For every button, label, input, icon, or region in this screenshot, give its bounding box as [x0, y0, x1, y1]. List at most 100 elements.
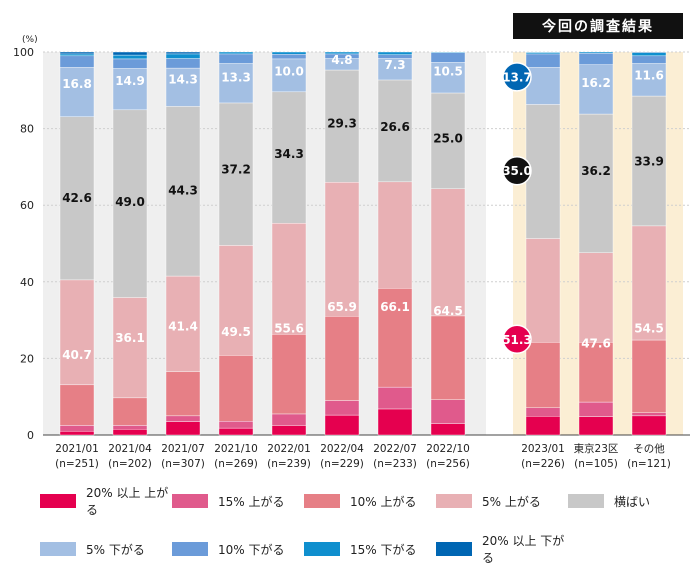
- data-label: 14.3: [168, 72, 198, 86]
- legend-swatch: [172, 494, 208, 508]
- bar-segment: [378, 387, 412, 409]
- legend-swatch: [172, 542, 208, 556]
- data-label: 35.0: [502, 164, 532, 178]
- x-tick-sample-size: (n=256): [426, 458, 470, 470]
- legend-label: 20% 以上 上がる: [86, 484, 172, 518]
- legend-swatch: [568, 494, 604, 508]
- legend-swatch: [40, 542, 76, 556]
- bar-segment: [632, 56, 666, 64]
- bar-segment: [272, 52, 306, 54]
- data-label: 13.3: [221, 70, 251, 84]
- x-tick-label: 2022/01: [267, 443, 311, 455]
- bar-segment: [272, 334, 306, 414]
- bar-segment: [113, 429, 147, 435]
- bar-segment: [166, 52, 200, 54]
- x-tick-sample-size: (n=121): [627, 458, 671, 470]
- data-label: 47.6: [581, 337, 611, 351]
- bar-segment: [431, 52, 465, 53]
- data-label: 40.7: [62, 348, 92, 362]
- data-label: 49.0: [115, 195, 145, 209]
- data-label: 10.0: [274, 65, 304, 79]
- bar-segment: [219, 54, 253, 64]
- bar-segment: [113, 55, 147, 59]
- history-panel-bg: [43, 52, 486, 435]
- data-label: 29.3: [327, 116, 357, 130]
- data-label: 25.0: [433, 132, 463, 146]
- data-label: 37.2: [221, 162, 251, 176]
- x-tick-label: 2022/10: [426, 443, 470, 455]
- bar-segment: [60, 54, 94, 56]
- highlight-title: 今回の調査結果: [541, 18, 654, 35]
- data-label: 42.6: [62, 191, 92, 205]
- bar-segment: [632, 413, 666, 416]
- y-tick-label: 20: [20, 352, 34, 365]
- data-label: 11.6: [634, 68, 664, 82]
- legend-item: 20% 以上 上がる: [40, 484, 172, 518]
- x-tick-sample-size: (n=202): [108, 458, 152, 470]
- bar-segment: [632, 52, 666, 53]
- legend-label: 5% 下がる: [86, 541, 145, 558]
- bar-segment: [60, 425, 94, 431]
- data-label: 26.6: [380, 120, 410, 134]
- bar-segment: [113, 52, 147, 55]
- legend-swatch: [304, 494, 340, 508]
- bar-segment: [272, 414, 306, 425]
- x-tick-label: 東京23区: [574, 442, 619, 455]
- x-tick-label: 2021/01: [55, 443, 99, 455]
- data-label: 13.7: [502, 70, 532, 84]
- legend-item: 20% 以上 下がる: [436, 532, 568, 566]
- x-tick-sample-size: (n=251): [55, 458, 99, 470]
- bar-segment: [219, 421, 253, 428]
- x-tick-sample-size: (n=105): [574, 458, 618, 470]
- x-tick-label: 2022/04: [320, 443, 364, 455]
- bar-segment: [113, 59, 147, 69]
- bar-segment: [378, 52, 412, 55]
- bar-segment: [632, 416, 666, 435]
- legend-label: 20% 以上 下がる: [482, 532, 568, 566]
- data-label: 33.9: [634, 155, 664, 169]
- bar-segment: [526, 342, 560, 407]
- bar-segment: [113, 425, 147, 429]
- data-label: 34.3: [274, 147, 304, 161]
- legend-item: 15% 下がる: [304, 532, 436, 566]
- chart: 今回の調査結果020406080100(%)2021/01(n=251)2021…: [0, 0, 700, 480]
- data-label: 51.3: [502, 333, 532, 347]
- bar-segment: [325, 182, 359, 316]
- data-label: 65.9: [327, 300, 357, 314]
- bar-segment: [378, 409, 412, 435]
- legend-label: 15% 下がる: [350, 541, 417, 558]
- bar-segment: [431, 189, 465, 316]
- bar-segment: [579, 342, 613, 402]
- bar-segment: [60, 52, 94, 54]
- legend-label: 横ばい: [614, 493, 650, 510]
- legend: 20% 以上 上がる 15% 上がる 10% 上がる 5% 上がる 横ばい 5% 下がる 1…: [40, 484, 690, 566]
- legend-label: 10% 下がる: [218, 541, 285, 558]
- data-label: 16.8: [62, 77, 92, 91]
- bar-segment: [272, 425, 306, 435]
- data-label: 36.2: [581, 164, 611, 178]
- y-tick-label: 40: [20, 276, 34, 289]
- bar-segment: [579, 253, 613, 343]
- bar-segment: [60, 431, 94, 435]
- bar-segment: [325, 401, 359, 416]
- legend-label: 10% 上がる: [350, 493, 417, 510]
- legend-label: 5% 上がる: [482, 493, 541, 510]
- bar-segment: [166, 372, 200, 416]
- bar-segment: [431, 400, 465, 424]
- legend-label: 15% 上がる: [218, 493, 285, 510]
- x-tick-sample-size: (n=233): [373, 458, 417, 470]
- bar-segment: [526, 416, 560, 435]
- bar-segment: [60, 280, 94, 385]
- legend-swatch: [436, 542, 472, 556]
- x-tick-label: その他: [633, 442, 665, 455]
- data-label: 64.5: [433, 304, 463, 318]
- bar-segment: [526, 239, 560, 343]
- bar-segment: [579, 114, 613, 253]
- data-label: 55.6: [274, 321, 304, 335]
- bar-segment: [219, 428, 253, 435]
- data-label: 49.5: [221, 325, 251, 339]
- x-tick-sample-size: (n=229): [320, 458, 364, 470]
- bar-segment: [166, 59, 200, 69]
- bar-segment: [526, 54, 560, 67]
- bar-segment: [113, 398, 147, 426]
